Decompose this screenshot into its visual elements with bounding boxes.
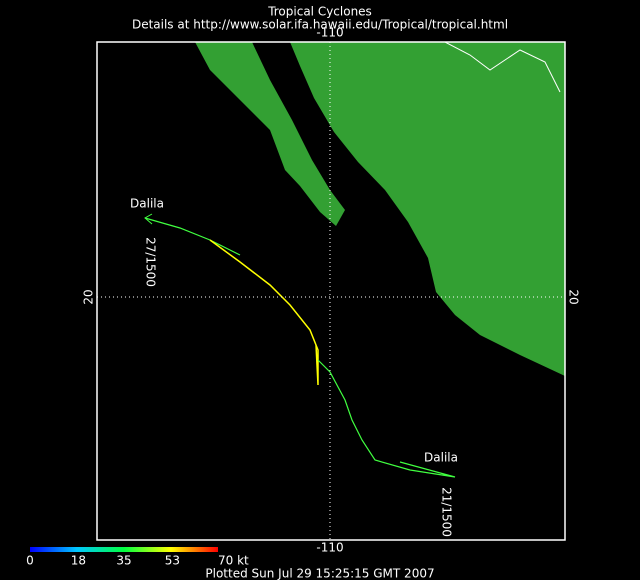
colorbar-label: 70 kt bbox=[218, 554, 249, 568]
colorbar-label: 18 bbox=[71, 554, 86, 568]
lat-label: 20 bbox=[82, 289, 96, 304]
colorbar-label: 0 bbox=[26, 554, 34, 568]
lon-label: -110 bbox=[316, 541, 343, 555]
land bbox=[290, 42, 565, 376]
storm-time: 21/1500 bbox=[440, 487, 454, 537]
storm-label: Dalila bbox=[424, 451, 458, 465]
map-area bbox=[144, 42, 565, 478]
subtitle: Details at http://www.solar.ifa.hawaii.e… bbox=[132, 18, 508, 32]
track bbox=[317, 359, 456, 478]
land bbox=[195, 42, 345, 226]
colorbar-label: 53 bbox=[165, 554, 180, 568]
lon-label: -110 bbox=[316, 26, 343, 40]
storm-label: Dalila bbox=[130, 197, 164, 211]
colorbar-label: 35 bbox=[116, 554, 131, 568]
border bbox=[444, 42, 561, 93]
storm-time: 27/1500 bbox=[144, 237, 158, 287]
track-arrow bbox=[144, 213, 153, 225]
frame bbox=[96, 41, 566, 541]
footer: Plotted Sun Jul 29 15:25:15 GMT 2007 bbox=[205, 567, 434, 580]
colorbar bbox=[30, 547, 218, 552]
track bbox=[209, 239, 319, 386]
lat-label: 20 bbox=[567, 289, 581, 304]
title: Tropical Cyclones bbox=[267, 5, 372, 19]
track bbox=[144, 217, 241, 256]
